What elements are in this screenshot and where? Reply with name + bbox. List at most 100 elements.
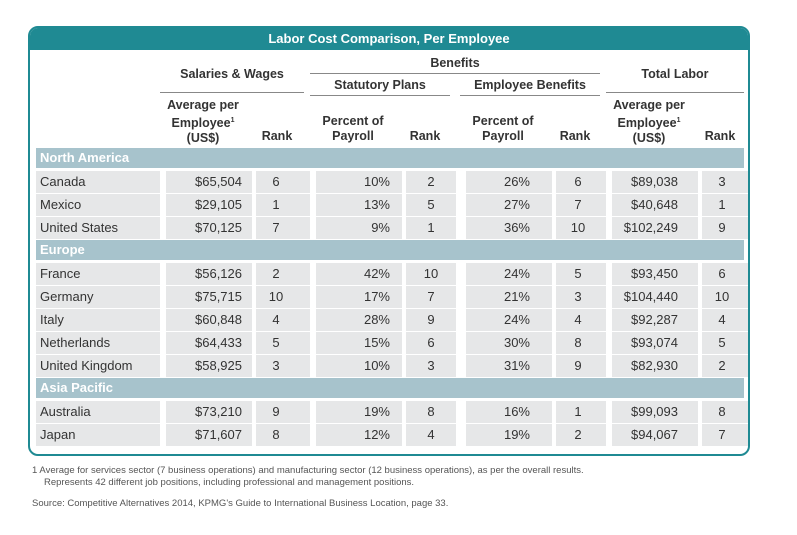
cell-statutory-rank: 10 [406, 263, 456, 285]
cell-employee-rank: 10 [556, 217, 606, 239]
cell-country: Canada [36, 171, 160, 193]
cell-salary-rank: 1 [256, 194, 310, 216]
cell-total-rank: 3 [702, 171, 748, 193]
cell-country: United States [36, 217, 160, 239]
cell-total-rank: 9 [702, 217, 748, 239]
cell-salary-rank: 2 [256, 263, 310, 285]
cell-country: France [36, 263, 160, 285]
cell-statutory-percent: 10% [316, 171, 402, 193]
cell-employee-percent: 31% [466, 355, 552, 377]
cell-statutory-percent: 28% [316, 309, 402, 331]
cell-statutory-rank: 7 [406, 286, 456, 308]
subheader-salary-average: Average per Employee1 (US$) [167, 98, 239, 146]
cell-employee-percent: 19% [466, 424, 552, 446]
cell-total-average: $99,093 [612, 401, 698, 423]
table-title: Labor Cost Comparison, Per Employee [30, 28, 748, 50]
header-statutory-plans: Statutory Plans [334, 78, 426, 92]
cell-employee-rank: 9 [556, 355, 606, 377]
cell-salary-average: $75,715 [166, 286, 252, 308]
cell-country: Mexico [36, 194, 160, 216]
cell-statutory-percent: 12% [316, 424, 402, 446]
cell-total-rank: 4 [702, 309, 748, 331]
cell-total-average: $93,450 [612, 263, 698, 285]
cell-salary-rank: 10 [256, 286, 310, 308]
rule-employee-benefits [460, 95, 600, 96]
region-header-europe: Europe [36, 240, 744, 260]
cell-employee-percent: 21% [466, 286, 552, 308]
table-row: Mexico $29,105 1 13% 5 27% 7 $40,648 1 [36, 194, 748, 216]
cell-statutory-percent: 10% [316, 355, 402, 377]
header-total-labor: Total Labor [641, 67, 709, 81]
table-row: Germany $75,715 10 17% 7 21% 3 $104,440 10 [36, 286, 748, 308]
subheader-statutory-percent: Percent of Payroll [322, 114, 384, 143]
cell-salary-average: $64,433 [166, 332, 252, 354]
cell-statutory-percent: 15% [316, 332, 402, 354]
labor-cost-table-panel: Labor Cost Comparison, Per Employee Sala… [28, 26, 750, 456]
cell-country: Netherlands [36, 332, 160, 354]
cell-country: Japan [36, 424, 160, 446]
table-row: Canada $65,504 6 10% 2 26% 6 $89,038 3 [36, 171, 748, 193]
cell-salary-rank: 5 [256, 332, 310, 354]
cell-statutory-rank: 3 [406, 355, 456, 377]
header-salaries-wages: Salaries & Wages [180, 67, 284, 81]
subheader-employee-percent: Percent of Payroll [472, 114, 534, 143]
cell-statutory-rank: 8 [406, 401, 456, 423]
cell-statutory-rank: 4 [406, 424, 456, 446]
cell-total-rank: 8 [702, 401, 748, 423]
table-row: United Kingdom $58,925 3 10% 3 31% 9 $82,930 2 [36, 355, 748, 377]
cell-statutory-percent: 42% [316, 263, 402, 285]
subheader-employee-rank: Rank [559, 129, 591, 143]
cell-employee-percent: 27% [466, 194, 552, 216]
cell-employee-percent: 24% [466, 263, 552, 285]
cell-total-average: $93,074 [612, 332, 698, 354]
footnote: 1 Average for services sector (7 busines… [32, 465, 584, 488]
source-note: Source: Competitive Alternatives 2014, K… [32, 498, 449, 509]
cell-salary-average: $56,126 [166, 263, 252, 285]
cell-statutory-percent: 13% [316, 194, 402, 216]
cell-total-rank: 1 [702, 194, 748, 216]
table-row: Australia $73,210 9 19% 8 16% 1 $99,093 8 [36, 401, 748, 423]
cell-salary-rank: 9 [256, 401, 310, 423]
cell-total-average: $104,440 [612, 286, 698, 308]
cell-statutory-rank: 9 [406, 309, 456, 331]
region-header-north-america: North America [36, 148, 744, 168]
table-row: Netherlands $64,433 5 15% 6 30% 8 $93,074 5 [36, 332, 748, 354]
cell-salary-average: $58,925 [166, 355, 252, 377]
cell-salary-rank: 8 [256, 424, 310, 446]
header-employee-benefits: Employee Benefits [474, 78, 586, 92]
cell-total-average: $92,287 [612, 309, 698, 331]
cell-employee-rank: 2 [556, 424, 606, 446]
cell-statutory-rank: 5 [406, 194, 456, 216]
cell-salary-average: $29,105 [166, 194, 252, 216]
cell-salary-average: $73,210 [166, 401, 252, 423]
cell-employee-rank: 3 [556, 286, 606, 308]
cell-total-rank: 2 [702, 355, 748, 377]
cell-employee-rank: 7 [556, 194, 606, 216]
cell-country: Australia [36, 401, 160, 423]
cell-employee-percent: 24% [466, 309, 552, 331]
cell-country: Italy [36, 309, 160, 331]
cell-salary-rank: 3 [256, 355, 310, 377]
cell-total-average: $94,067 [612, 424, 698, 446]
cell-employee-percent: 16% [466, 401, 552, 423]
rule-salaries [160, 92, 304, 93]
cell-employee-rank: 1 [556, 401, 606, 423]
cell-employee-percent: 36% [466, 217, 552, 239]
cell-employee-rank: 4 [556, 309, 606, 331]
cell-employee-rank: 5 [556, 263, 606, 285]
cell-total-rank: 7 [702, 424, 748, 446]
rule-statutory [310, 95, 450, 96]
table-row: Japan $71,607 8 12% 4 19% 2 $94,067 7 [36, 424, 748, 446]
cell-salary-average: $70,125 [166, 217, 252, 239]
cell-statutory-rank: 1 [406, 217, 456, 239]
cell-salary-average: $65,504 [166, 171, 252, 193]
table-row: Italy $60,848 4 28% 9 24% 4 $92,287 4 [36, 309, 748, 331]
cell-salary-average: $71,607 [166, 424, 252, 446]
cell-total-rank: 6 [702, 263, 748, 285]
cell-salary-rank: 7 [256, 217, 310, 239]
table-row: United States $70,125 7 9% 1 36% 10 $102,249 9 [36, 217, 748, 239]
rule-total-labor [606, 92, 744, 93]
cell-employee-rank: 8 [556, 332, 606, 354]
cell-total-average: $82,930 [612, 355, 698, 377]
cell-country: Germany [36, 286, 160, 308]
